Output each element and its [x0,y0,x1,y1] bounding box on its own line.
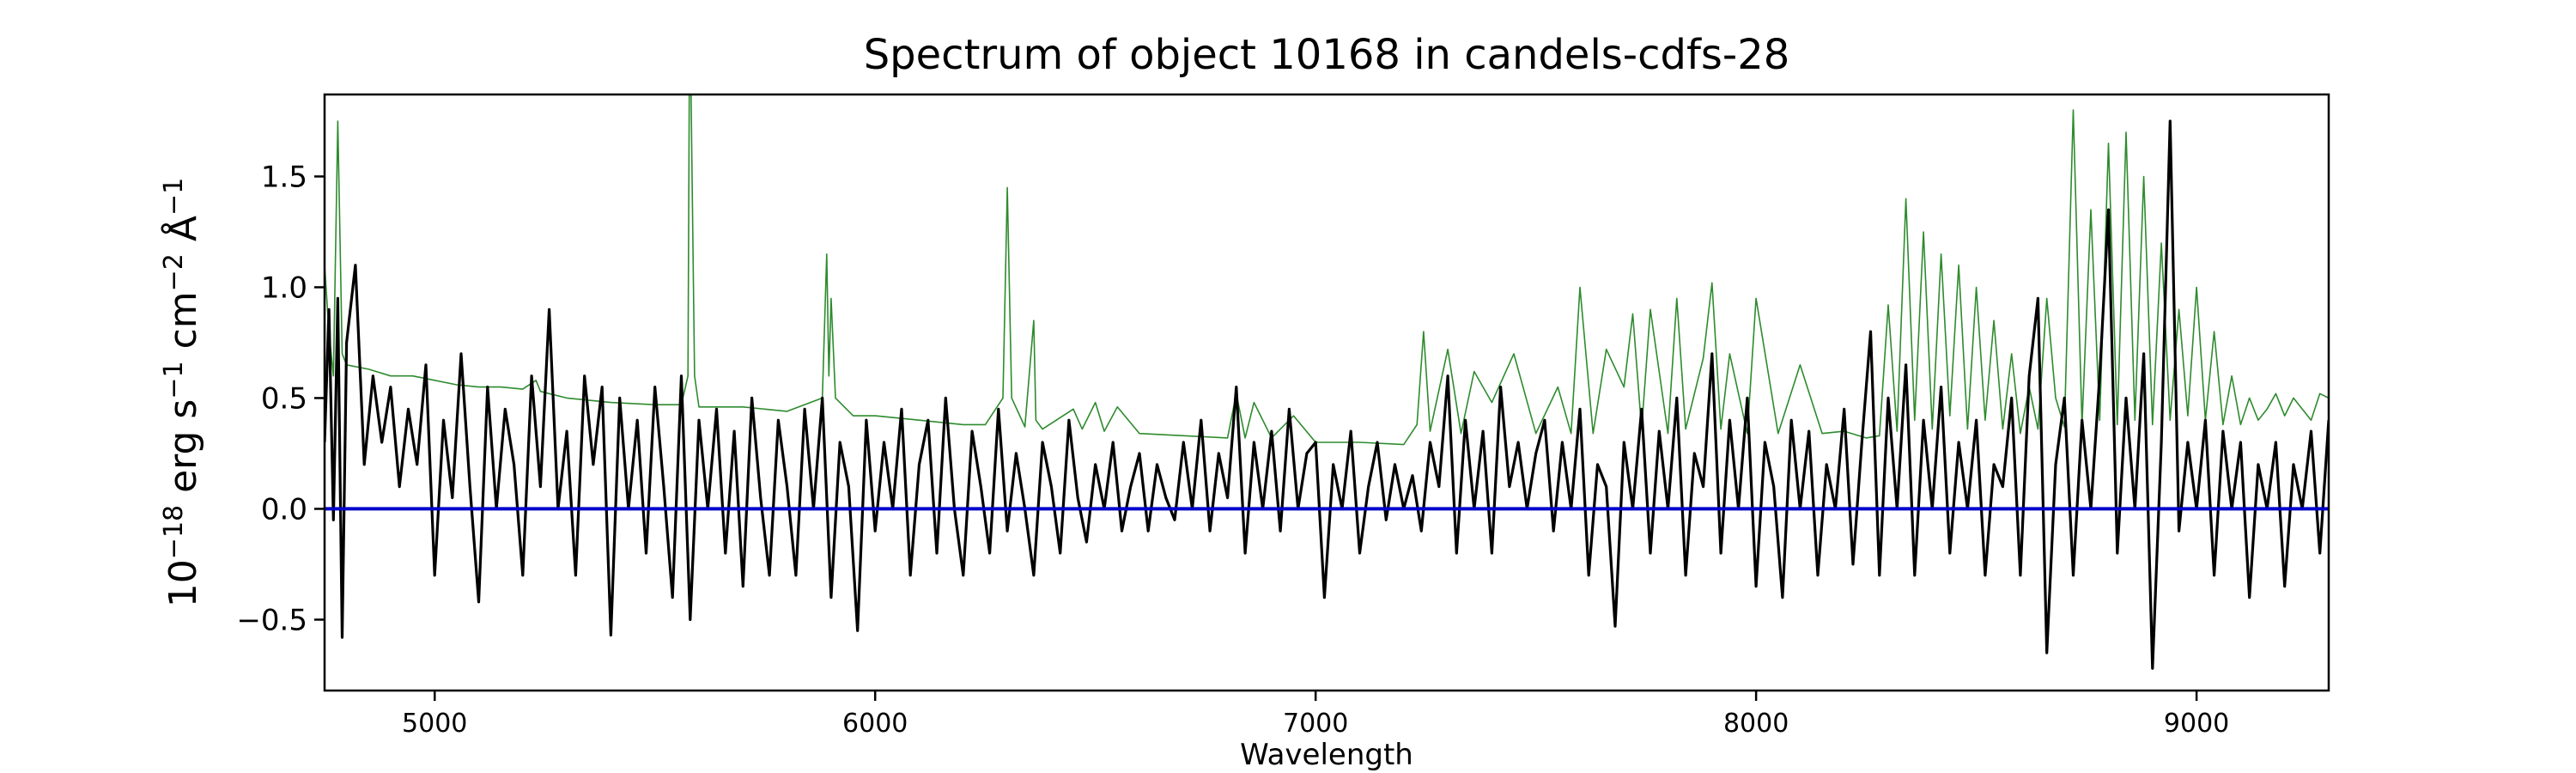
y-label-text: Å [160,216,205,253]
y-tick-label: 0.0 [261,492,307,526]
y-label-text: cm [161,291,205,361]
x-axis-label: Wavelength [1240,738,1413,772]
x-axis: 5000 6000 7000 8000 9000 [402,691,2229,739]
x-tick-label: 7000 [1283,709,1348,739]
y-label-exponent: −2 [159,253,189,291]
error-series-line [325,94,2329,446]
plot-frame [323,93,2330,692]
y-label-text: erg s [161,399,205,505]
y-axis: −0.5 0.0 0.5 1.0 1.5 [236,160,325,637]
y-axis-label: 10−18 erg s−1 cm−2 Å−1 [159,178,205,607]
x-tick-label: 6000 [842,709,908,739]
x-tick-label: 8000 [1723,709,1789,739]
plot-area [325,94,2329,670]
chart-title: Spectrum of object 10168 in candels-cdfs… [864,31,1790,79]
y-tick-label: 1.0 [261,271,307,305]
y-tick-label: 1.5 [261,160,307,194]
y-label-exponent: −18 [159,505,189,559]
flux-series-line [325,119,2329,670]
x-tick-label: 9000 [2164,709,2229,739]
y-tick-label: −0.5 [236,603,307,637]
y-label-exponent: −1 [159,361,189,399]
y-label-exponent: −1 [159,178,189,216]
x-tick-label: 5000 [402,709,467,739]
y-label-text: 10 [161,559,205,607]
y-tick-label: 0.5 [261,381,307,416]
